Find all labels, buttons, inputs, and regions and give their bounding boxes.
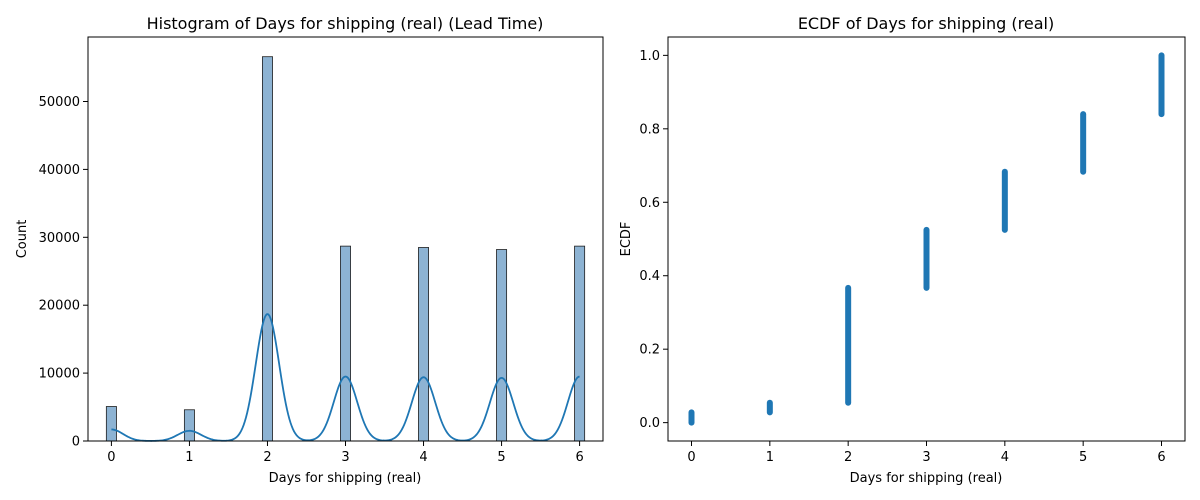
ecdf-x-tick-label: 4 [1001, 450, 1009, 465]
histogram-x-tick-label: 0 [107, 450, 115, 465]
ecdf-x-label: Days for shipping (real) [850, 471, 1003, 486]
histogram-y-label: Count [15, 220, 30, 259]
histogram-y-tick-label: 30000 [39, 231, 80, 246]
ecdf-y-tick-label: 0.6 [639, 196, 660, 211]
histogram-x-tick-label: 1 [185, 450, 193, 465]
ecdf-y-tick-label: 1.0 [639, 49, 660, 64]
ecdf-y-tick-label: 0.2 [639, 343, 660, 358]
histogram-x-tick-label: 6 [575, 450, 583, 465]
histogram-y-tick-label: 20000 [39, 299, 80, 314]
histogram-x-ticks: 0 1 2 3 4 5 6 [107, 441, 584, 465]
histogram-x-label: Days for shipping (real) [269, 471, 422, 486]
histogram-x-tick-label: 5 [497, 450, 505, 465]
ecdf-y-label: ECDF [619, 222, 634, 257]
histogram-bars [105, 56, 586, 442]
histogram-bar-4 [418, 247, 430, 442]
histogram-x-tick-label: 2 [263, 450, 271, 465]
histogram-y-tick-label: 0 [72, 435, 80, 450]
histogram-bar-5 [496, 249, 508, 442]
ecdf-y-ticks: 0.0 0.2 0.4 0.6 0.8 1.0 [639, 49, 668, 431]
histogram-x-tick-label: 3 [341, 450, 349, 465]
histogram-y-tick-label: 40000 [39, 163, 80, 178]
ecdf-x-ticks: 0 1 2 3 4 5 6 [687, 441, 1166, 465]
ecdf-x-tick-label: 3 [922, 450, 930, 465]
histogram-bar-6 [574, 245, 586, 442]
histogram-y-tick-label: 50000 [39, 95, 80, 110]
histogram-panel: Histogram of Days for shipping (real) (L… [15, 14, 604, 486]
ecdf-points [688, 52, 1165, 426]
ecdf-y-tick-label: 0.4 [639, 269, 660, 284]
ecdf-x-tick-label: 5 [1079, 450, 1087, 465]
ecdf-y-tick-label: 0.8 [639, 122, 660, 137]
kde-line [111, 313, 580, 442]
histogram-y-ticks: 0 10000 20000 30000 40000 50000 [39, 95, 88, 450]
ecdf-x-tick-label: 2 [844, 450, 852, 465]
histogram-bar-3 [340, 245, 351, 442]
histogram-axes-frame [87, 36, 604, 442]
histogram-bar-0 [105, 406, 117, 442]
ecdf-panel: ECDF of Days for shipping (real) 0 1 2 3 4 5 6… [619, 14, 1186, 486]
histogram-bar-1 [183, 409, 195, 442]
ecdf-title: ECDF of Days for shipping (real) [798, 14, 1054, 33]
histogram-x-tick-label: 4 [419, 450, 427, 465]
histogram-y-tick-label: 10000 [39, 367, 80, 382]
histogram-title: Histogram of Days for shipping (real) (L… [147, 14, 544, 33]
ecdf-x-tick-label: 0 [687, 450, 695, 465]
ecdf-y-tick-label: 0.0 [639, 416, 660, 431]
ecdf-axes-frame [667, 36, 1186, 442]
histogram-bar-2 [261, 56, 273, 442]
ecdf-x-tick-label: 1 [766, 450, 774, 465]
ecdf-x-tick-label: 6 [1157, 450, 1165, 465]
